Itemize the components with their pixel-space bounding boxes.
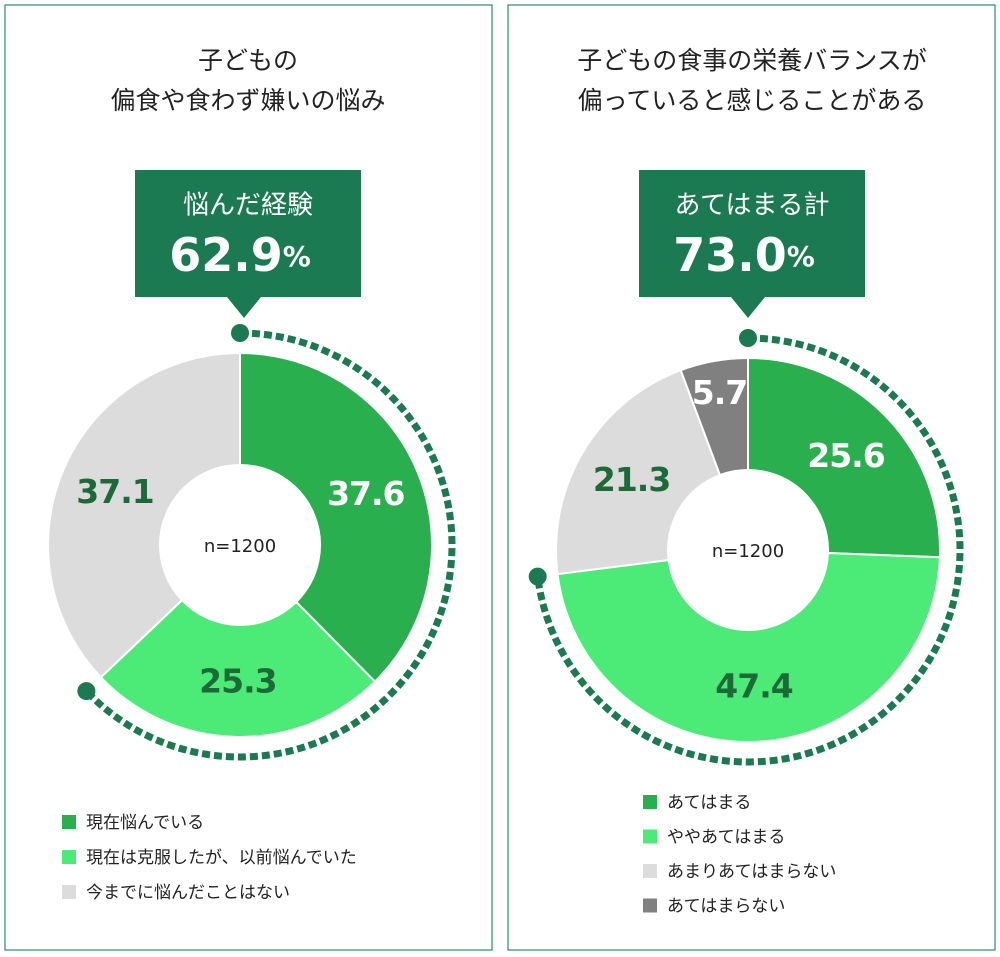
callout-value: 62.9% (169, 228, 311, 282)
callout-number: 73.0 (673, 228, 787, 282)
donut-segment (679, 356, 749, 477)
panel-frame (507, 4, 996, 951)
data-label: 25.6 (807, 436, 884, 475)
chart-title: 子どもの食事の栄養バランスが (577, 46, 927, 75)
callout-box (135, 170, 361, 318)
data-label: 37.1 (76, 472, 153, 511)
arc-end-dot (739, 329, 757, 347)
legend-label: 今までに悩んだことはない (86, 883, 290, 903)
legend-label: 現在は克服したが、以前悩んでいた (86, 848, 357, 868)
legend-swatch (62, 850, 76, 864)
legend-swatch (643, 864, 657, 878)
panel-frame (4, 4, 493, 951)
chart-title: 偏っていると感じることがある (578, 86, 927, 115)
donut-segment (99, 598, 377, 738)
donut-segment (239, 351, 433, 684)
donut-segment (47, 351, 241, 679)
callout-number: 62.9 (169, 228, 283, 282)
callout-label: 悩んだ経験 (183, 191, 313, 221)
legend-swatch (643, 795, 657, 809)
donut-segment (556, 551, 941, 743)
chart-title: 子どもの (198, 46, 298, 75)
arc-end-dot (231, 324, 249, 342)
callout-label: あてはまる計 (675, 191, 830, 221)
legend-swatch (643, 829, 657, 844)
legend-swatch (62, 885, 76, 899)
legend-label: あてはまる (667, 793, 751, 813)
legend-swatch (643, 898, 657, 913)
data-label: 25.3 (199, 661, 276, 700)
chart-title: 偏食や食わず嫌いの悩み (110, 86, 385, 115)
callout-unit: % (787, 240, 815, 273)
donut-segment (747, 356, 941, 559)
sample-size: n=1200 (204, 536, 276, 557)
data-label: 47.4 (715, 666, 792, 705)
callout-box (639, 170, 865, 318)
legend-label: ややあてはまる (667, 828, 785, 848)
legend-label: あまりあてはまらない (667, 862, 836, 882)
sample-size: n=1200 (712, 541, 784, 562)
legend-label: 現在悩んでいる (86, 813, 204, 833)
data-label: 21.3 (593, 460, 670, 499)
callout-value: 73.0% (673, 228, 815, 282)
callout-unit: % (283, 240, 311, 273)
data-label: 37.6 (327, 474, 404, 513)
arc-end-dot (77, 682, 96, 701)
legend-swatch (62, 815, 76, 829)
arc-end-dot (528, 567, 547, 586)
legend-label: あてはまらない (667, 897, 785, 917)
total-arc (534, 334, 964, 766)
data-label: 5.7 (692, 373, 747, 412)
donut-segment (555, 368, 722, 576)
